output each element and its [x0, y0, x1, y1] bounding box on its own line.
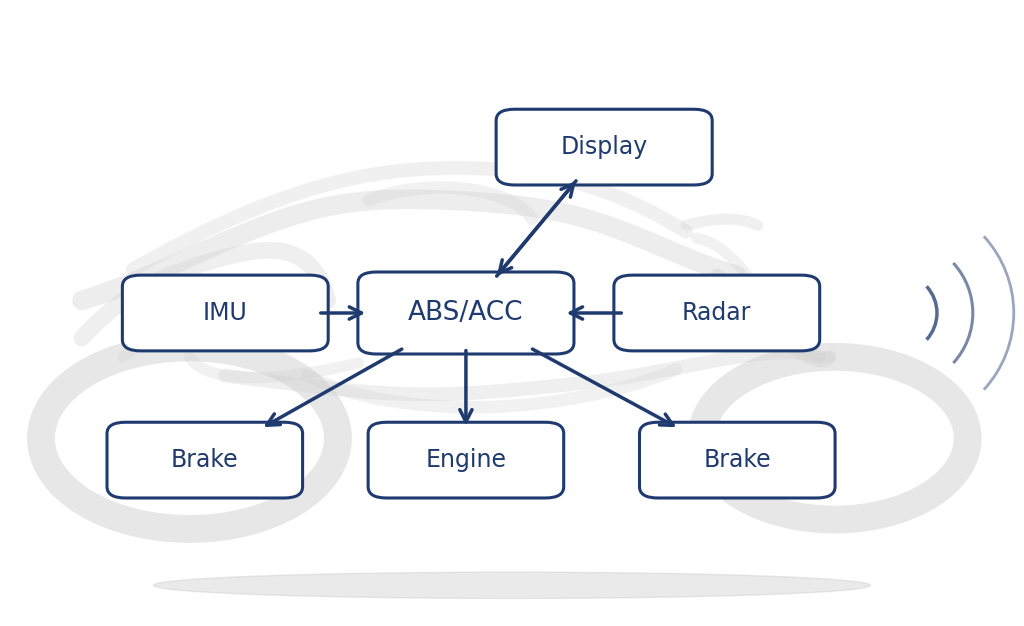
Text: Display: Display	[560, 135, 648, 159]
Text: Engine: Engine	[425, 448, 507, 472]
FancyBboxPatch shape	[496, 109, 712, 185]
Text: Brake: Brake	[171, 448, 239, 472]
FancyBboxPatch shape	[358, 272, 573, 354]
Text: Brake: Brake	[703, 448, 771, 472]
Text: ABS/ACC: ABS/ACC	[409, 300, 523, 326]
FancyBboxPatch shape	[108, 422, 303, 498]
Text: Radar: Radar	[682, 301, 752, 325]
FancyBboxPatch shape	[639, 422, 835, 498]
FancyBboxPatch shape	[369, 422, 563, 498]
FancyBboxPatch shape	[613, 275, 819, 351]
Ellipse shape	[154, 572, 870, 598]
FancyBboxPatch shape	[123, 275, 328, 351]
Text: IMU: IMU	[203, 301, 248, 325]
